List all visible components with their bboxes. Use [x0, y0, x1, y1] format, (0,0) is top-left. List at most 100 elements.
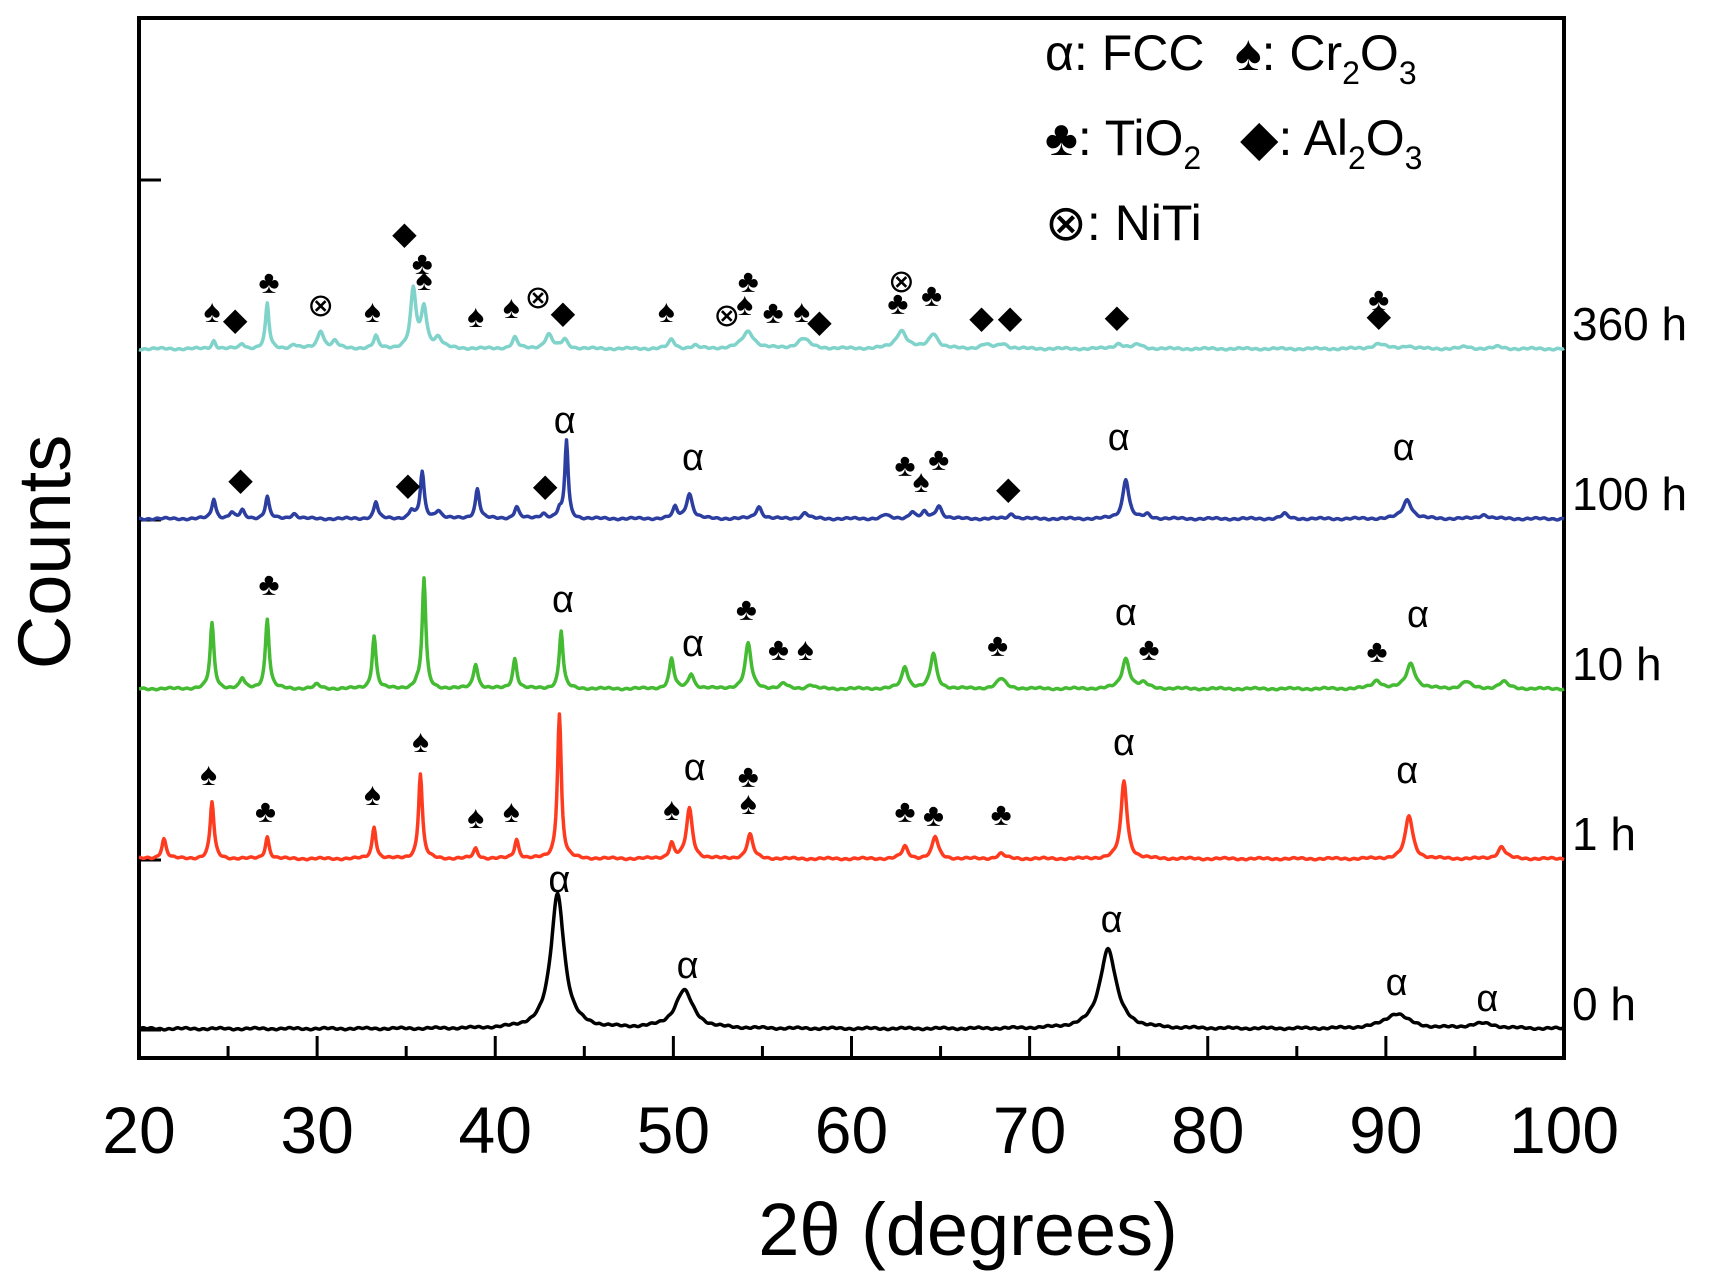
marker-diamond: ◆ — [807, 303, 832, 339]
marker-club: ♣ — [259, 264, 280, 300]
series-line-1h — [138, 712, 1565, 862]
marker-spade: ♠ — [740, 785, 757, 821]
legend-entry: ♣: TiO2 — [1045, 110, 1201, 176]
marker-alpha: α — [552, 579, 574, 621]
marker-spade: ♠ — [416, 261, 433, 297]
marker-alpha: α — [1108, 417, 1130, 459]
series-line-360h — [138, 284, 1565, 352]
marker-alpha: α — [1476, 978, 1498, 1020]
x-tick-label: 50 — [637, 1093, 710, 1167]
marker-niti: ⊗ — [525, 279, 552, 315]
marker-alpha: α — [682, 623, 704, 665]
marker-club: ♣ — [763, 294, 784, 330]
marker-club: ♣ — [1368, 281, 1389, 317]
marker-diamond: ◆ — [551, 294, 576, 330]
marker-alpha: α — [554, 400, 576, 442]
legend-item: ♣: TiO2 — [1045, 110, 1201, 176]
marker-club: ♣ — [991, 796, 1012, 832]
marker-spade: ♠ — [912, 463, 929, 499]
marker-spade: ♠ — [658, 293, 675, 329]
marker-club: ♣ — [255, 793, 276, 829]
marker-spade: ♠ — [793, 293, 810, 329]
marker-diamond: ◆ — [996, 470, 1021, 506]
series-line-100h — [138, 438, 1565, 522]
legend-entry: α: FCC — [1045, 25, 1204, 81]
legend-item: α: FCC — [1045, 25, 1204, 81]
marker-diamond: ◆ — [969, 299, 994, 335]
marker-club: ♣ — [736, 591, 757, 627]
marker-club: ♣ — [887, 285, 908, 321]
x-tick-label: 100 — [1509, 1093, 1619, 1167]
marker-diamond: ◆ — [228, 461, 253, 497]
marker-spade: ♠ — [467, 799, 484, 835]
marker-niti: ⊗ — [307, 287, 334, 323]
y-axis-ticks — [139, 178, 161, 1032]
x-axis-title: 2θ (degrees) — [758, 1188, 1178, 1271]
marker-alpha: α — [548, 859, 570, 901]
series-labels: 0 h 1 h 10 h 100 h 360 h — [1572, 298, 1687, 1030]
marker-club: ♣ — [894, 793, 915, 829]
marker-spade: ♠ — [412, 723, 429, 759]
legend-item: ⊗: NiTi — [1045, 195, 1202, 251]
marker-diamond: ◆ — [1105, 298, 1130, 334]
marker-diamond: ◆ — [1366, 297, 1391, 333]
x-tick-label: 30 — [280, 1093, 353, 1167]
x-tick-label: 70 — [993, 1093, 1066, 1167]
marker-club: ♣ — [738, 263, 759, 299]
series-line-10h — [138, 576, 1565, 692]
marker-club: ♣ — [928, 441, 949, 477]
marker-spade: ♠ — [503, 289, 520, 325]
x-tick-label: 20 — [102, 1093, 175, 1167]
legend-entry: ⊗: NiTi — [1045, 195, 1202, 251]
series-label: 0 h — [1572, 978, 1636, 1030]
marker-club: ♣ — [1366, 633, 1387, 669]
legend-entry: ◆: Al2O3 — [1240, 110, 1422, 176]
marker-club: ♣ — [412, 245, 433, 281]
marker-alpha: α — [1115, 592, 1137, 634]
marker-alpha: α — [684, 747, 706, 789]
legend-item: ♠: Cr2O3 — [1235, 25, 1417, 91]
series-label: 360 h — [1572, 298, 1687, 350]
marker-diamond: ◆ — [396, 466, 421, 502]
marker-alpha: α — [1393, 427, 1415, 469]
marker-spade: ♠ — [663, 791, 680, 827]
marker-club: ♣ — [768, 631, 789, 667]
legend: α: FCC ♠: Cr2O3 ♣: TiO2 ◆: Al2O3 ⊗: NiTi — [1045, 25, 1422, 251]
marker-spade: ♠ — [200, 756, 217, 792]
marker-alpha: α — [1101, 899, 1123, 941]
marker-club: ♣ — [738, 758, 759, 794]
marker-club: ♣ — [894, 447, 915, 483]
x-tick-label: 60 — [815, 1093, 888, 1167]
marker-alpha: α — [1113, 722, 1135, 764]
marker-niti: ⊗ — [713, 297, 740, 333]
marker-niti: ⊗ — [888, 263, 915, 299]
x-tick-label: 40 — [459, 1093, 532, 1167]
marker-spade: ♠ — [736, 286, 753, 322]
legend-item: ◆: Al2O3 — [1240, 110, 1422, 176]
series-layer — [138, 284, 1565, 1032]
marker-club: ♣ — [1138, 631, 1159, 667]
marker-spade: ♠ — [364, 293, 381, 329]
marker-diamond: ◆ — [223, 301, 248, 337]
marker-spade: ♠ — [467, 298, 484, 334]
marker-club: ♣ — [987, 627, 1008, 663]
marker-spade: ♠ — [204, 293, 221, 329]
marker-diamond: ◆ — [998, 299, 1023, 335]
series-label: 10 h — [1572, 638, 1662, 690]
x-tick-label: 80 — [1171, 1093, 1244, 1167]
x-axis-ticks: 20 30 40 50 60 70 80 90 100 — [102, 1036, 1619, 1167]
marker-alpha: α — [1386, 962, 1408, 1004]
marker-club: ♣ — [921, 277, 942, 313]
marker-club: ♣ — [923, 797, 944, 833]
marker-spade: ♠ — [797, 631, 814, 667]
marker-diamond: ◆ — [392, 215, 417, 251]
x-tick-label: 90 — [1349, 1093, 1422, 1167]
marker-alpha: α — [1407, 594, 1429, 636]
y-axis-title: Counts — [3, 435, 86, 669]
marker-spade: ♠ — [364, 776, 381, 812]
marker-spade: ♠ — [503, 793, 520, 829]
legend-entry: ♠: Cr2O3 — [1235, 25, 1417, 91]
series-line-0h — [138, 891, 1565, 1032]
